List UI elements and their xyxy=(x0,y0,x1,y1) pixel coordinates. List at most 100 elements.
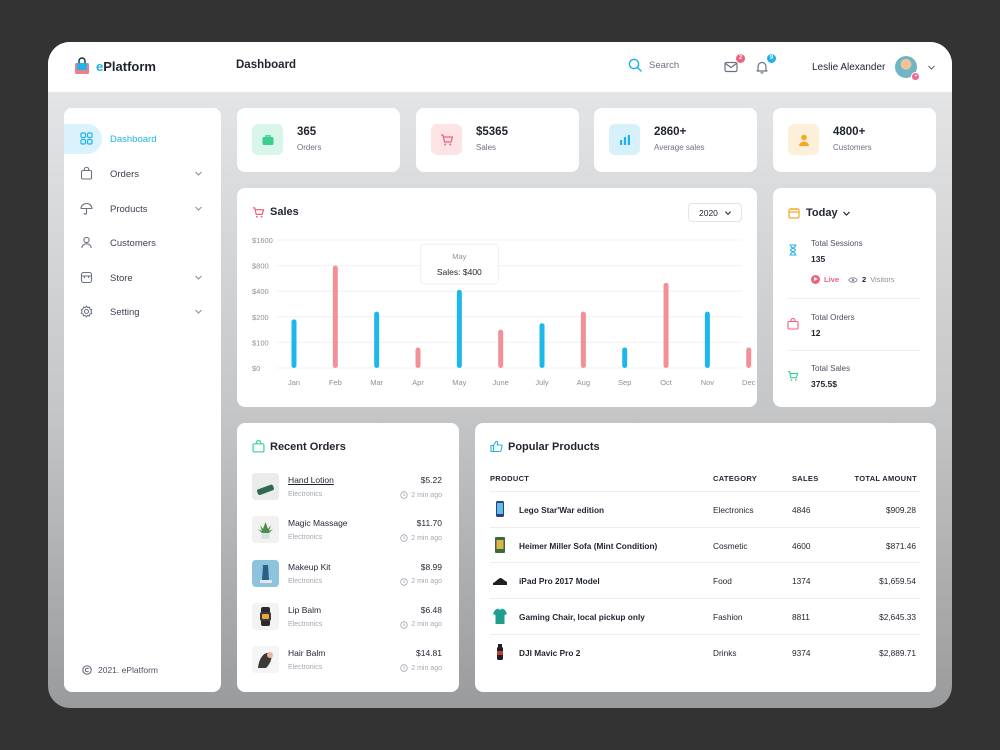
product-thumbnail xyxy=(492,607,508,625)
bar-apr[interactable] xyxy=(415,347,421,368)
chevron-down-icon xyxy=(195,171,202,176)
order-product-name[interactable]: Hand Lotion xyxy=(288,475,334,485)
order-time-text: 2 min ago xyxy=(411,491,442,499)
clock-icon xyxy=(400,577,408,586)
list-item[interactable]: Hair Balm Electronics $14.81 2 min ago xyxy=(252,646,442,676)
table-row[interactable]: iPad Pro 2017 Model Food 1374 $1,659.54 xyxy=(490,562,920,598)
table-row[interactable]: Heimer Miller Sofa (Mint Condition) Cosme… xyxy=(490,526,920,563)
sidebar-item-store[interactable]: Store xyxy=(64,263,221,293)
column-header-product[interactable]: PRODUCT xyxy=(490,474,530,483)
today-card: Today Total Sessions 135 Live 2 Visitors… xyxy=(773,188,936,407)
gear-icon xyxy=(80,305,93,318)
sidebar-item-label: Products xyxy=(110,204,148,215)
clock-icon xyxy=(400,491,408,499)
bar-july[interactable] xyxy=(539,323,545,368)
stat-card-average-sales[interactable]: 2860+ Average sales xyxy=(594,108,757,172)
chart-tooltip: May Sales: $400 xyxy=(419,243,499,285)
product-category: Fashion xyxy=(713,612,743,623)
order-product-name[interactable]: Lip Balm xyxy=(288,604,322,615)
sidebar-item-label: Dashboard xyxy=(110,134,157,145)
bar-aug[interactable] xyxy=(580,311,586,368)
popular-products-card: Popular Products PRODUCT CATEGORY SALES … xyxy=(475,423,936,692)
tooltip-month: May xyxy=(452,252,466,261)
year-select[interactable]: 2020 xyxy=(688,203,742,222)
logo[interactable]: ePlatform xyxy=(74,57,156,75)
user-menu[interactable]: Leslie Alexander + xyxy=(812,56,936,81)
stat-label: Customers xyxy=(833,143,872,152)
stat-card-orders[interactable]: 365 Orders xyxy=(237,108,400,172)
sidebar-item-setting[interactable]: Setting xyxy=(64,297,221,327)
stat-card-sales[interactable]: $5365 Sales xyxy=(416,108,579,172)
chevron-down-icon xyxy=(195,206,202,211)
stat-card-customers[interactable]: 4800+ Customers xyxy=(773,108,936,172)
bar-june[interactable] xyxy=(498,329,504,368)
product-sales: 1374 xyxy=(792,576,811,587)
order-product-name[interactable]: Makeup Kit xyxy=(288,561,331,572)
product-thumbnail xyxy=(492,500,508,518)
product-category: Food xyxy=(713,576,732,587)
mail-icon xyxy=(724,61,738,73)
order-price: $8.99 xyxy=(420,561,442,572)
product-total-amount: $871.46 xyxy=(886,540,916,551)
sidebar-item-products[interactable]: Products xyxy=(64,194,221,224)
product-category: Electronics xyxy=(713,505,754,515)
search-icon xyxy=(628,58,642,72)
product-total-amount: $2,645.33 xyxy=(879,612,916,623)
sales-title: Sales xyxy=(270,206,299,218)
list-item[interactable]: Lip Balm Electronics $6.48 2 min ago xyxy=(252,602,442,633)
order-price: $5.22 xyxy=(420,475,442,485)
product-thumbnail xyxy=(252,559,279,587)
bar-jan[interactable] xyxy=(291,319,297,368)
page-title: Dashboard xyxy=(236,59,297,71)
bar-mar[interactable] xyxy=(374,311,380,368)
product-name: Heimer Miller Sofa (Mint Condition) xyxy=(519,540,658,551)
product-category: Cosmetic xyxy=(713,540,748,551)
table-row[interactable]: DJI Mavic Pro 2 Drinks 9374 $2,889.71 xyxy=(490,633,920,670)
product-total-amount: $2,889.71 xyxy=(879,647,916,658)
bar-feb[interactable] xyxy=(332,265,338,368)
messages-button[interactable]: 2 xyxy=(723,54,745,76)
order-price: $11.70 xyxy=(416,518,442,529)
sidebar-item-label: Setting xyxy=(110,307,140,318)
list-item[interactable]: Hand Lotion Electronics $5.22 2 min ago xyxy=(252,473,442,503)
stat-value: $5365 xyxy=(476,126,508,138)
y-tick-label: $100 xyxy=(252,338,269,347)
bar-dec[interactable] xyxy=(746,347,752,368)
year-value: 2020 xyxy=(699,207,718,218)
list-item[interactable]: Magic Massage Electronics $11.70 2 min ago xyxy=(252,516,442,546)
x-tick-label: June xyxy=(493,378,509,387)
notifications-button[interactable]: 9 xyxy=(754,54,776,76)
order-time: 2 min ago xyxy=(400,534,442,542)
grid-icon xyxy=(80,132,93,145)
bar-sep[interactable] xyxy=(622,347,628,368)
table-row[interactable]: Lego Star'War edition Electronics 4846 $909… xyxy=(490,491,920,527)
list-item[interactable]: Makeup Kit Electronics $8.99 2 min ago xyxy=(252,559,442,590)
search-button[interactable]: Search xyxy=(628,58,679,72)
clock-icon xyxy=(400,664,408,672)
cart-icon xyxy=(440,133,453,145)
sidebar-item-dashboard[interactable]: Dashboard xyxy=(64,124,221,154)
sidebar-item-customers[interactable]: Customers xyxy=(64,228,221,258)
order-product-name[interactable]: Hair Balm xyxy=(288,648,326,659)
divider xyxy=(787,350,920,351)
chevron-down-icon[interactable] xyxy=(842,209,851,218)
today-title[interactable]: Today xyxy=(806,207,838,219)
order-category: Electronics xyxy=(288,534,323,542)
live-status: Live 2 Visitors xyxy=(811,275,895,284)
product-thumbnail xyxy=(492,643,508,661)
stat-value: 365 xyxy=(297,126,317,138)
order-product-name[interactable]: Magic Massage xyxy=(288,518,348,529)
order-category: Electronics xyxy=(288,620,323,628)
sidebar-item-orders[interactable]: Orders xyxy=(64,159,221,189)
bar-nov[interactable] xyxy=(704,311,710,368)
sidebar-item-label: Orders xyxy=(110,169,140,180)
column-header-total-amount[interactable]: TOTAL AMOUNT xyxy=(854,474,917,483)
bar-oct[interactable] xyxy=(663,282,669,368)
column-header-sales[interactable]: SALES xyxy=(792,474,819,483)
y-tick-label: $800 xyxy=(252,262,269,271)
logo-text: ePlatform xyxy=(96,58,156,74)
column-header-category[interactable]: CATEGORY xyxy=(713,474,758,483)
table-row[interactable]: Gaming Chair, local pickup only Fashion 88… xyxy=(490,598,920,634)
bar-may[interactable] xyxy=(456,289,462,368)
order-category: Electronics xyxy=(288,664,323,672)
